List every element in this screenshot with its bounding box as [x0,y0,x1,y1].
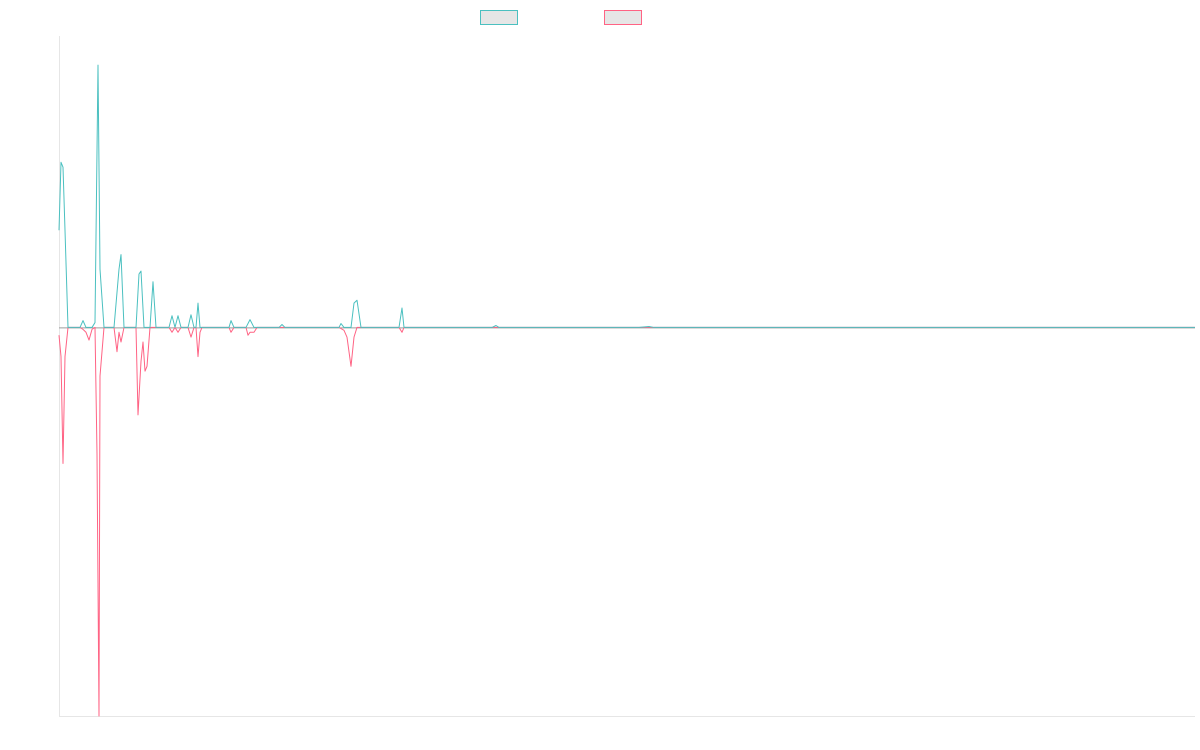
legend-swatch-series-2 [604,10,642,25]
legend-swatch-series-1 [480,10,518,25]
legend-item-series-1[interactable] [480,9,524,26]
legend-item-series-2[interactable] [604,9,648,26]
series-layer [58,64,1195,717]
series-line-2 [58,326,1195,717]
legend [0,9,1200,27]
series-line-1 [58,64,1195,328]
